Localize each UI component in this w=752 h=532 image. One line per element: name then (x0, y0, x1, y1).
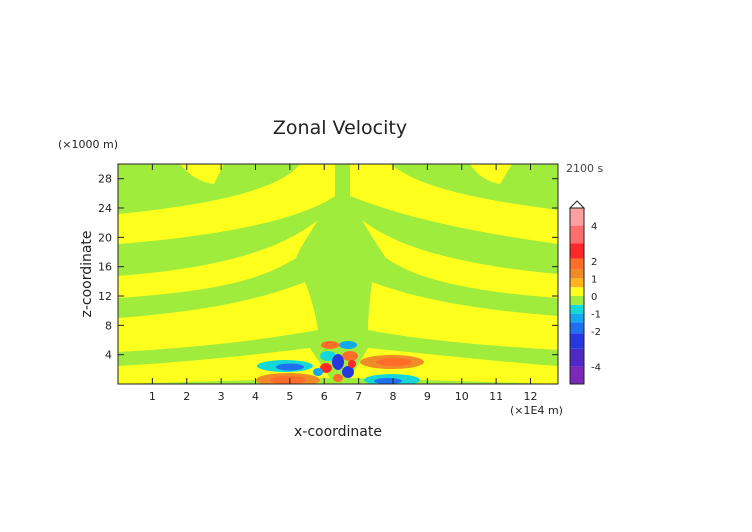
y-tick-label: 16 (98, 261, 112, 274)
y-tick-label: 12 (98, 290, 112, 303)
x-axis-label: x-coordinate (294, 424, 382, 440)
x-unit-label: (×1E4 m) (510, 404, 563, 417)
y-tick-label: 28 (98, 173, 112, 186)
field-band (118, 282, 318, 352)
colorbar-tick-label: 2 (591, 257, 597, 268)
chart-title: Zonal Velocity (273, 117, 407, 139)
field-band (180, 164, 224, 184)
negative-lobe (342, 366, 354, 378)
x-axis-ticks: 1 2 3 4 5 6 7 8 9 10 11 12 (149, 164, 538, 403)
field-band (368, 282, 558, 350)
colorbar-tick-label: 0 (591, 292, 597, 303)
colorbar-swatch (570, 313, 584, 323)
positive-lobe (333, 374, 343, 382)
positive-lobe (320, 363, 332, 373)
x-tick-label: 7 (355, 390, 362, 403)
colorbar-swatch (570, 304, 584, 314)
colorbar-swatch (570, 287, 584, 296)
near-surface-anomalies (256, 341, 424, 384)
field-band (470, 164, 512, 184)
x-tick-label: 11 (489, 390, 503, 403)
colorbar-frame (569, 207, 585, 385)
colorbar-tick-label: -1 (591, 310, 601, 321)
x-tick-label: 4 (252, 390, 259, 403)
y-tick-label: 20 (98, 231, 112, 244)
positive-lobe (270, 376, 306, 384)
colorbar-swatch (570, 322, 584, 334)
y-axis-label: z-coordinate (79, 230, 95, 317)
x-tick-label: 8 (390, 390, 397, 403)
plot-area (118, 164, 558, 384)
colorbar: 4 2 1 0 -1 -2 -4 (568, 200, 601, 385)
colorbar-swatch (570, 348, 584, 367)
positive-lobe (376, 358, 412, 366)
negative-lobe (276, 363, 304, 371)
field-band (362, 220, 558, 298)
colorbar-swatch (570, 278, 584, 288)
field-band (118, 220, 318, 298)
colorbar-tick-label: 4 (591, 222, 597, 233)
y-tick-label: 8 (105, 319, 112, 332)
y-tick-label: 24 (98, 202, 112, 215)
negative-lobe (332, 354, 344, 370)
negative-lobe (339, 341, 357, 349)
field-band (350, 164, 558, 244)
x-tick-label: 10 (455, 390, 469, 403)
x-tick-label: 12 (524, 390, 538, 403)
x-tick-label: 1 (149, 390, 156, 403)
field-band (118, 164, 335, 244)
positive-lobe (342, 351, 358, 361)
colorbar-tick-label: 1 (591, 274, 597, 285)
colorbar-swatch (570, 366, 584, 384)
y-tick-label: 4 (105, 349, 112, 362)
colorbar-extend-arrow (568, 200, 586, 209)
colorbar-swatch (570, 296, 584, 305)
y-axis-ticks: 4 8 12 16 20 24 28 (98, 173, 558, 362)
colorbar-swatch (570, 333, 584, 349)
x-tick-label: 5 (286, 390, 293, 403)
colorbar-swatch (570, 208, 584, 226)
x-tick-label: 9 (424, 390, 431, 403)
colorbar-swatch (570, 258, 584, 270)
x-tick-label: 6 (321, 390, 328, 403)
plot-frame (117, 163, 559, 385)
y-unit-label: (×1000 m) (58, 138, 118, 151)
colorbar-swatch (570, 269, 584, 279)
negative-lobe (320, 351, 336, 361)
colorbar-swatch (570, 225, 584, 244)
time-label: 2100 s (566, 162, 603, 175)
x-tick-label: 3 (218, 390, 225, 403)
negative-lobe (374, 378, 402, 384)
positive-lobe (321, 341, 339, 349)
colorbar-swatch (570, 243, 584, 259)
positive-lobe (348, 360, 356, 368)
negative-lobe (313, 368, 323, 376)
x-tick-label: 2 (183, 390, 190, 403)
colorbar-tick-label: -2 (591, 327, 601, 338)
colorbar-tick-label: -4 (591, 362, 601, 373)
